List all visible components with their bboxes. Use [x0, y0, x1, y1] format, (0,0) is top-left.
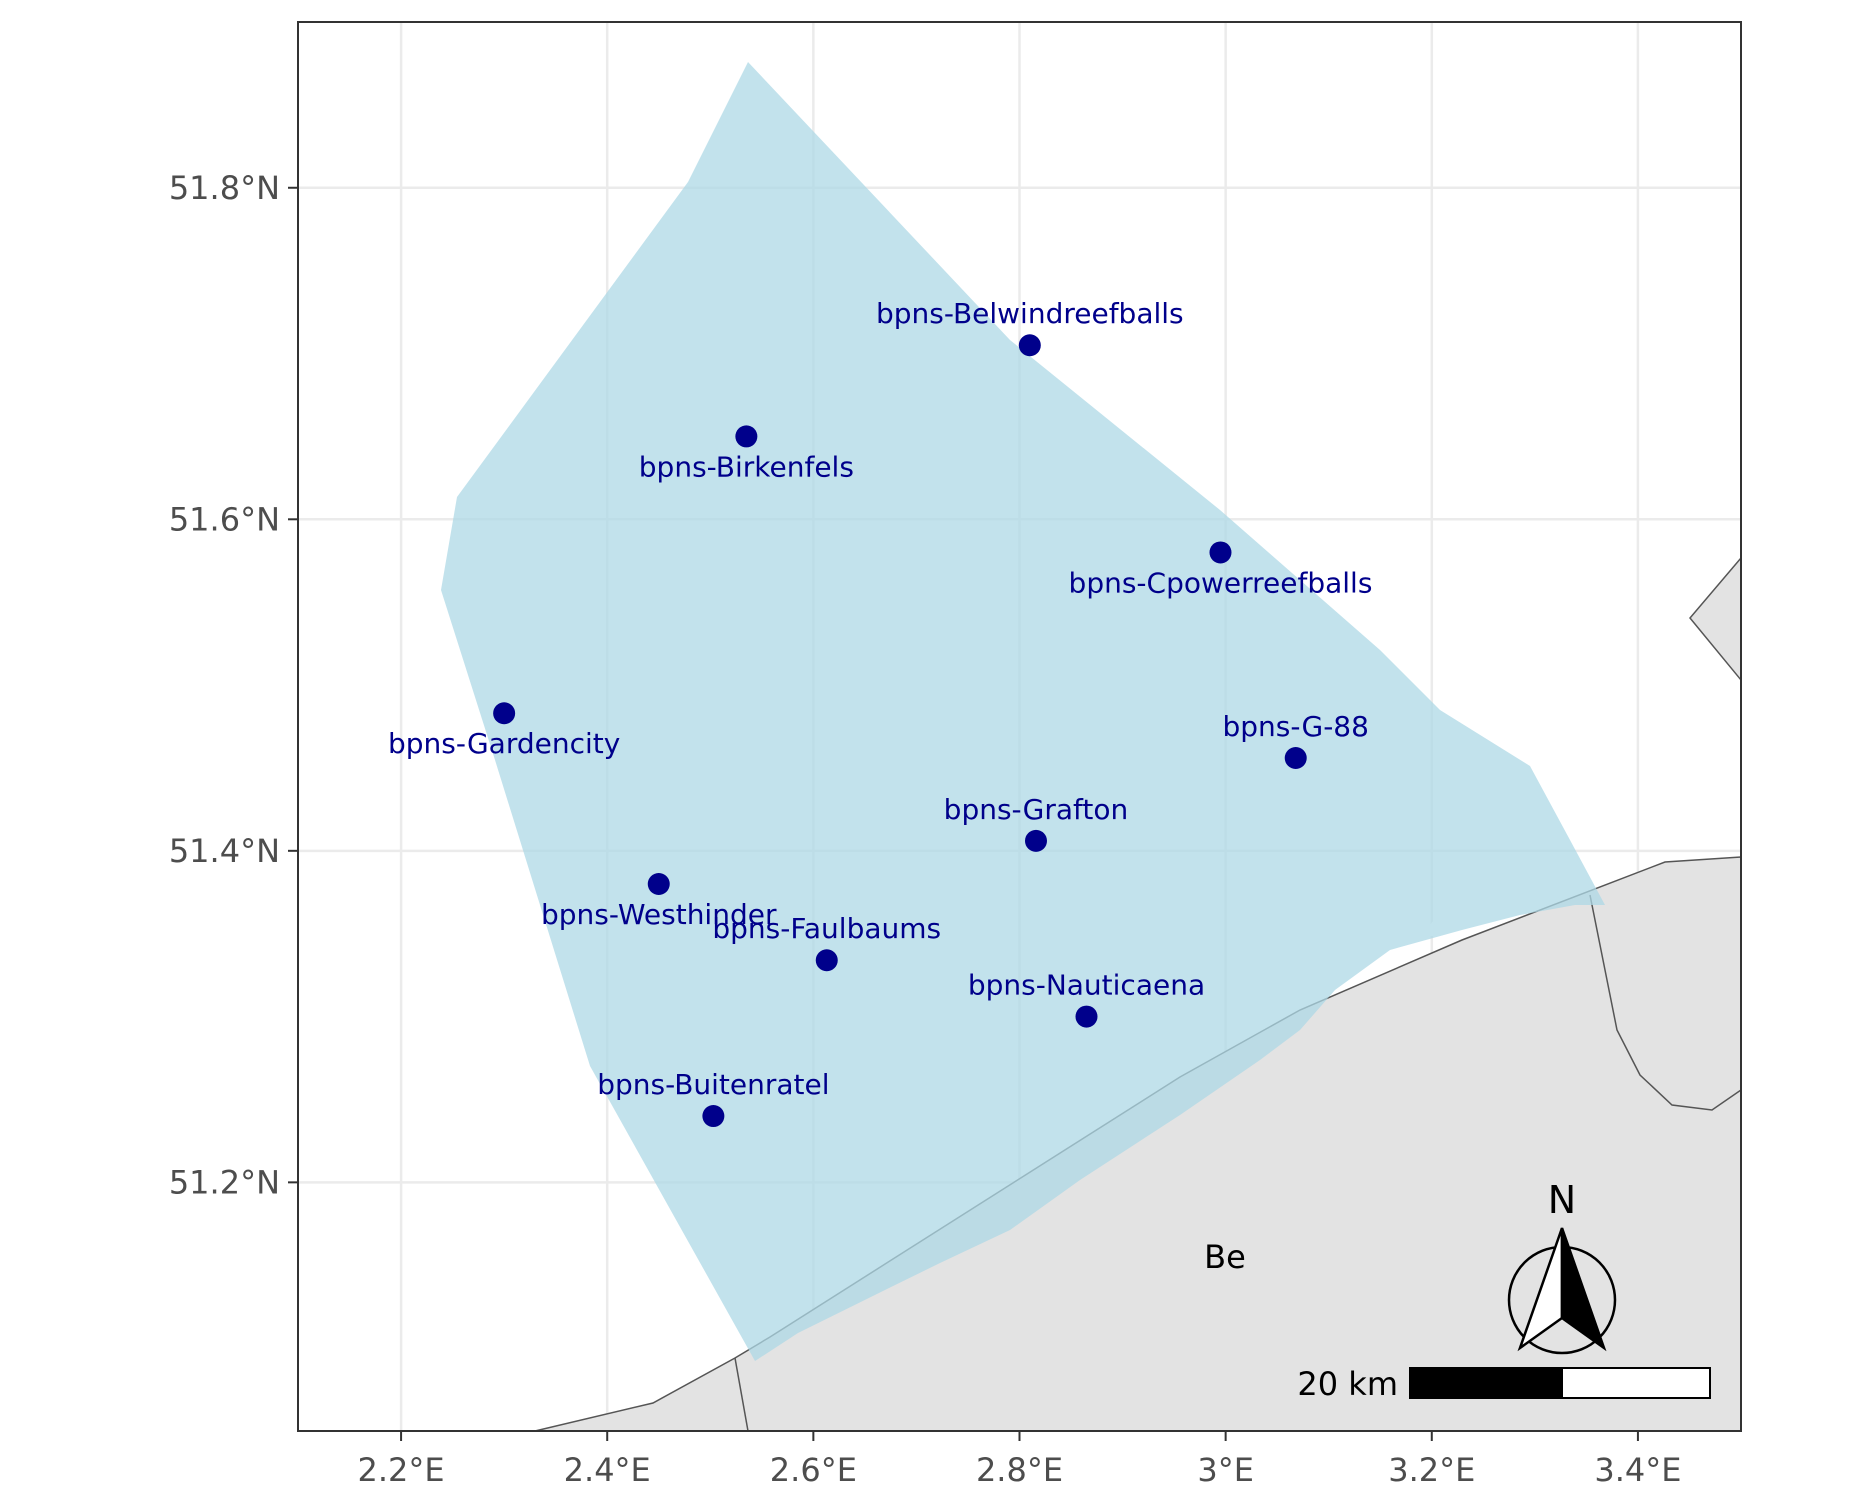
x-axis: 2.2°E 2.4°E 2.6°E 2.8°E 3°E 3.2°E 3.4°E [358, 1431, 1681, 1489]
y-tick-label: 51.4°N [169, 832, 280, 870]
north-arrow-right-half [1560, 1227, 1607, 1352]
border-belgium-netherlands [1589, 894, 1741, 1111]
site-label: bpns-Faulbaums [712, 912, 941, 945]
site-label: bpns-Birkenfels [639, 450, 854, 483]
north-arrow-label: N [1548, 1178, 1576, 1222]
site-label: bpns-Grafton [944, 793, 1129, 826]
site-label: bpns-Buitenratel [597, 1068, 829, 1101]
sites-layer: bpns-Belwindreefballs bpns-Birkenfels bpns… [388, 297, 1373, 1128]
site-point [1075, 1005, 1098, 1028]
country-label: Be [1204, 1238, 1246, 1276]
site-marker-group: bpns-Westhinder [541, 872, 777, 931]
site-marker-group: bpns-Grafton [944, 793, 1129, 852]
x-tick-label: 2.4°E [564, 1451, 651, 1489]
x-tick-label: 3.2°E [1388, 1451, 1475, 1489]
site-marker-group: bpns-Buitenratel [597, 1068, 830, 1128]
scale-bar-label: 20 km [1297, 1365, 1398, 1403]
site-marker-group: bpns-Gardencity [388, 702, 620, 760]
x-tick-label: 2.2°E [358, 1451, 445, 1489]
site-label: bpns-Belwindreefballs [876, 297, 1184, 330]
site-marker-group: bpns-Belwindreefballs [876, 297, 1184, 357]
y-tick-label: 51.2°N [169, 1163, 280, 1201]
site-label: bpns-Gardencity [388, 727, 620, 760]
netherlands-land [1689, 556, 1741, 682]
site-point [702, 1105, 725, 1128]
x-tick-label: 2.8°E [976, 1451, 1063, 1489]
x-tick-label: 3.4°E [1594, 1451, 1681, 1489]
site-marker-group: bpns-Birkenfels [639, 425, 854, 483]
site-label: bpns-Westhinder [541, 898, 777, 931]
site-point [1024, 829, 1047, 852]
x-tick-label: 2.6°E [770, 1451, 857, 1489]
site-marker-group: bpns-Nauticaena [968, 969, 1205, 1028]
site-marker-group: bpns-Faulbaums [712, 912, 941, 972]
site-label: bpns-Nauticaena [968, 969, 1205, 1002]
site-label: bpns-G-88 [1223, 710, 1369, 743]
scale-bar-black-segment [1409, 1367, 1563, 1399]
north-arrow: N [1507, 1178, 1617, 1355]
site-point [815, 949, 838, 972]
scale-bar-white-segment [1561, 1367, 1711, 1399]
site-point [647, 872, 670, 895]
scale-bar: 20 km [1297, 1365, 1711, 1403]
y-tick-label: 51.6°N [169, 500, 280, 538]
site-point [1018, 334, 1041, 357]
y-axis: 51.2°N 51.4°N 51.6°N 51.8°N [169, 169, 298, 1201]
site-marker-group: bpns-G-88 [1223, 710, 1369, 769]
site-label: bpns-Cpowerreefballs [1069, 566, 1373, 599]
site-marker-group: bpns-Cpowerreefballs [1069, 541, 1373, 599]
site-point [1209, 541, 1232, 564]
site-point [493, 702, 516, 725]
bpns-zone-polygon [441, 62, 1605, 1361]
y-tick-label: 51.8°N [169, 169, 280, 207]
site-point [1284, 746, 1307, 769]
x-tick-label: 3°E [1197, 1451, 1254, 1489]
site-point [735, 425, 758, 448]
border-france-belgium [734, 1357, 749, 1431]
